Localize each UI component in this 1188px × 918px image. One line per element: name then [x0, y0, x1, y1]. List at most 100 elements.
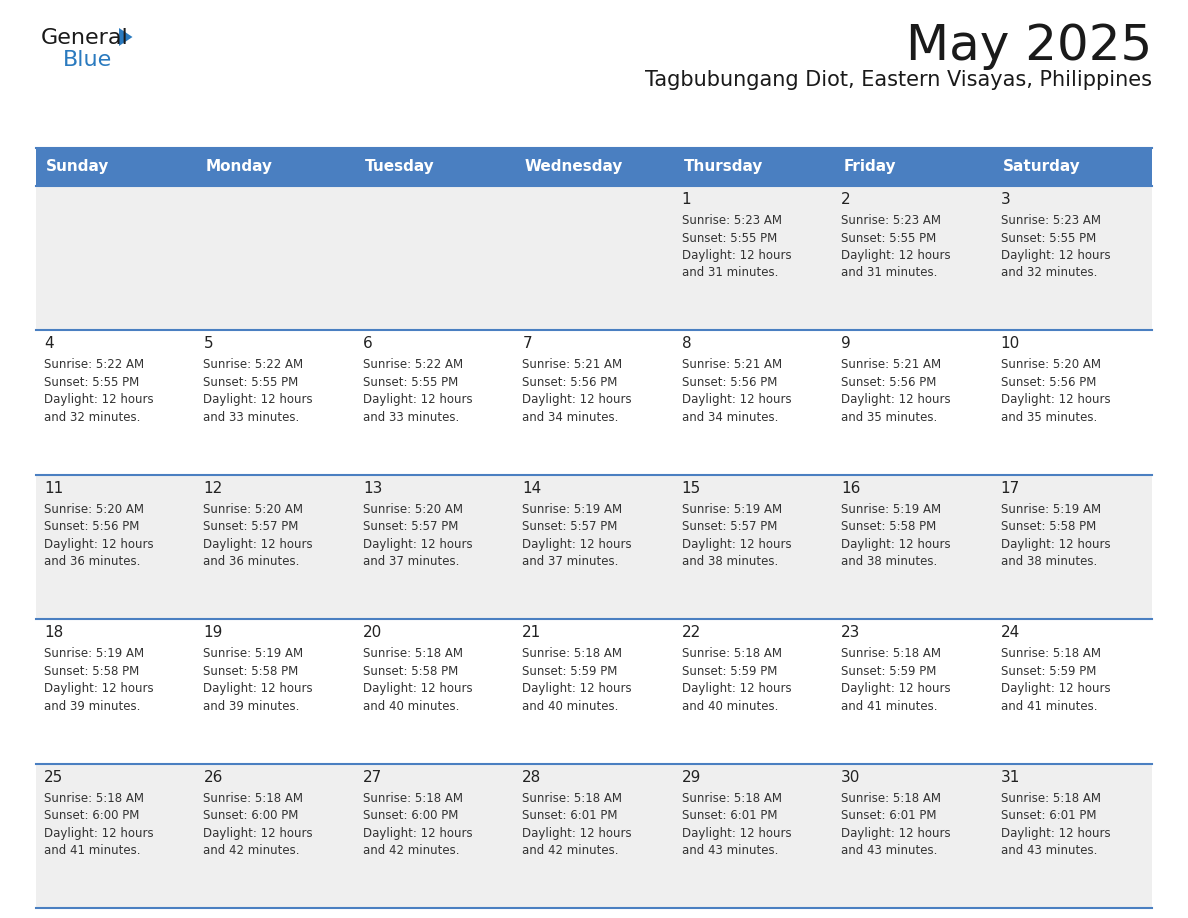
- Text: Sunrise: 5:18 AM: Sunrise: 5:18 AM: [682, 647, 782, 660]
- Text: Sunset: 5:56 PM: Sunset: 5:56 PM: [682, 375, 777, 389]
- Bar: [674, 475, 833, 620]
- Text: 4: 4: [44, 336, 53, 352]
- Text: Sunset: 5:55 PM: Sunset: 5:55 PM: [841, 231, 936, 244]
- Text: Sunrise: 5:22 AM: Sunrise: 5:22 AM: [44, 358, 144, 372]
- Text: Daylight: 12 hours: Daylight: 12 hours: [1000, 682, 1111, 695]
- Text: May 2025: May 2025: [905, 22, 1152, 70]
- Bar: [833, 186, 992, 330]
- Bar: [196, 475, 355, 620]
- Text: and 34 minutes.: and 34 minutes.: [682, 411, 778, 424]
- Text: and 33 minutes.: and 33 minutes.: [203, 411, 299, 424]
- Polygon shape: [119, 28, 133, 46]
- Bar: [833, 764, 992, 908]
- Text: 3: 3: [1000, 192, 1010, 207]
- Text: 19: 19: [203, 625, 223, 640]
- Text: Daylight: 12 hours: Daylight: 12 hours: [1000, 249, 1111, 262]
- Text: 5: 5: [203, 336, 213, 352]
- Text: Daylight: 12 hours: Daylight: 12 hours: [44, 682, 153, 695]
- Text: and 42 minutes.: and 42 minutes.: [523, 844, 619, 857]
- Bar: [355, 764, 514, 908]
- Text: Sunrise: 5:21 AM: Sunrise: 5:21 AM: [682, 358, 782, 372]
- Text: Daylight: 12 hours: Daylight: 12 hours: [841, 538, 950, 551]
- Text: Sunset: 5:58 PM: Sunset: 5:58 PM: [362, 665, 459, 677]
- Text: Sunset: 5:56 PM: Sunset: 5:56 PM: [1000, 375, 1097, 389]
- Bar: [992, 764, 1152, 908]
- Text: Sunrise: 5:18 AM: Sunrise: 5:18 AM: [44, 791, 144, 804]
- Text: Daylight: 12 hours: Daylight: 12 hours: [1000, 538, 1111, 551]
- Text: Sunset: 6:01 PM: Sunset: 6:01 PM: [523, 809, 618, 823]
- Text: 22: 22: [682, 625, 701, 640]
- Text: Daylight: 12 hours: Daylight: 12 hours: [44, 826, 153, 840]
- Text: Sunrise: 5:18 AM: Sunrise: 5:18 AM: [841, 791, 941, 804]
- Text: and 32 minutes.: and 32 minutes.: [44, 411, 140, 424]
- Text: 17: 17: [1000, 481, 1019, 496]
- Text: Sunset: 5:57 PM: Sunset: 5:57 PM: [523, 521, 618, 533]
- Text: Sunrise: 5:21 AM: Sunrise: 5:21 AM: [523, 358, 623, 372]
- Text: Sunrise: 5:18 AM: Sunrise: 5:18 AM: [841, 647, 941, 660]
- Text: Sunday: Sunday: [46, 160, 109, 174]
- Text: Sunrise: 5:23 AM: Sunrise: 5:23 AM: [682, 214, 782, 227]
- Text: and 41 minutes.: and 41 minutes.: [1000, 700, 1097, 712]
- Text: and 43 minutes.: and 43 minutes.: [1000, 844, 1097, 857]
- Text: Sunrise: 5:19 AM: Sunrise: 5:19 AM: [1000, 503, 1101, 516]
- Text: Sunrise: 5:19 AM: Sunrise: 5:19 AM: [203, 647, 304, 660]
- Text: Sunrise: 5:21 AM: Sunrise: 5:21 AM: [841, 358, 941, 372]
- Text: Sunset: 5:59 PM: Sunset: 5:59 PM: [841, 665, 936, 677]
- Text: Daylight: 12 hours: Daylight: 12 hours: [523, 394, 632, 407]
- Text: and 33 minutes.: and 33 minutes.: [362, 411, 459, 424]
- Text: 8: 8: [682, 336, 691, 352]
- Bar: [355, 475, 514, 620]
- Text: Saturday: Saturday: [1003, 160, 1080, 174]
- Bar: [36, 148, 196, 186]
- Text: Sunrise: 5:22 AM: Sunrise: 5:22 AM: [203, 358, 304, 372]
- Text: Daylight: 12 hours: Daylight: 12 hours: [682, 682, 791, 695]
- Text: Tagbubungang Diot, Eastern Visayas, Philippines: Tagbubungang Diot, Eastern Visayas, Phil…: [645, 70, 1152, 90]
- Text: and 40 minutes.: and 40 minutes.: [362, 700, 460, 712]
- Text: Sunrise: 5:23 AM: Sunrise: 5:23 AM: [1000, 214, 1100, 227]
- Text: and 37 minutes.: and 37 minutes.: [523, 555, 619, 568]
- Text: Daylight: 12 hours: Daylight: 12 hours: [1000, 826, 1111, 840]
- Bar: [196, 620, 355, 764]
- Bar: [36, 475, 196, 620]
- Bar: [196, 764, 355, 908]
- Text: Daylight: 12 hours: Daylight: 12 hours: [362, 826, 473, 840]
- Bar: [514, 620, 674, 764]
- Text: 11: 11: [44, 481, 63, 496]
- Text: Sunrise: 5:23 AM: Sunrise: 5:23 AM: [841, 214, 941, 227]
- Bar: [36, 764, 196, 908]
- Text: Sunrise: 5:18 AM: Sunrise: 5:18 AM: [1000, 647, 1100, 660]
- Bar: [674, 186, 833, 330]
- Text: Tuesday: Tuesday: [365, 160, 435, 174]
- Text: Sunset: 5:56 PM: Sunset: 5:56 PM: [523, 375, 618, 389]
- Text: Sunrise: 5:19 AM: Sunrise: 5:19 AM: [682, 503, 782, 516]
- Text: Sunrise: 5:22 AM: Sunrise: 5:22 AM: [362, 358, 463, 372]
- Text: 1: 1: [682, 192, 691, 207]
- Bar: [355, 620, 514, 764]
- Text: Sunset: 5:56 PM: Sunset: 5:56 PM: [841, 375, 936, 389]
- Text: Sunrise: 5:20 AM: Sunrise: 5:20 AM: [362, 503, 463, 516]
- Text: Sunset: 6:00 PM: Sunset: 6:00 PM: [203, 809, 299, 823]
- Text: Sunrise: 5:19 AM: Sunrise: 5:19 AM: [841, 503, 941, 516]
- Bar: [355, 148, 514, 186]
- Bar: [992, 186, 1152, 330]
- Text: Sunset: 6:01 PM: Sunset: 6:01 PM: [841, 809, 936, 823]
- Text: 18: 18: [44, 625, 63, 640]
- Text: Sunset: 5:57 PM: Sunset: 5:57 PM: [203, 521, 299, 533]
- Text: and 42 minutes.: and 42 minutes.: [362, 844, 460, 857]
- Bar: [36, 330, 196, 475]
- Text: Sunrise: 5:18 AM: Sunrise: 5:18 AM: [523, 791, 623, 804]
- Text: Daylight: 12 hours: Daylight: 12 hours: [44, 394, 153, 407]
- Text: 31: 31: [1000, 769, 1020, 785]
- Text: Sunrise: 5:18 AM: Sunrise: 5:18 AM: [362, 791, 463, 804]
- Text: Sunset: 5:58 PM: Sunset: 5:58 PM: [1000, 521, 1095, 533]
- Text: Daylight: 12 hours: Daylight: 12 hours: [203, 826, 314, 840]
- Text: Sunrise: 5:18 AM: Sunrise: 5:18 AM: [362, 647, 463, 660]
- Text: Sunset: 5:59 PM: Sunset: 5:59 PM: [682, 665, 777, 677]
- Text: Daylight: 12 hours: Daylight: 12 hours: [682, 394, 791, 407]
- Text: Daylight: 12 hours: Daylight: 12 hours: [841, 249, 950, 262]
- Bar: [833, 330, 992, 475]
- Text: Daylight: 12 hours: Daylight: 12 hours: [362, 682, 473, 695]
- Text: Daylight: 12 hours: Daylight: 12 hours: [841, 826, 950, 840]
- Text: and 36 minutes.: and 36 minutes.: [203, 555, 299, 568]
- Bar: [514, 475, 674, 620]
